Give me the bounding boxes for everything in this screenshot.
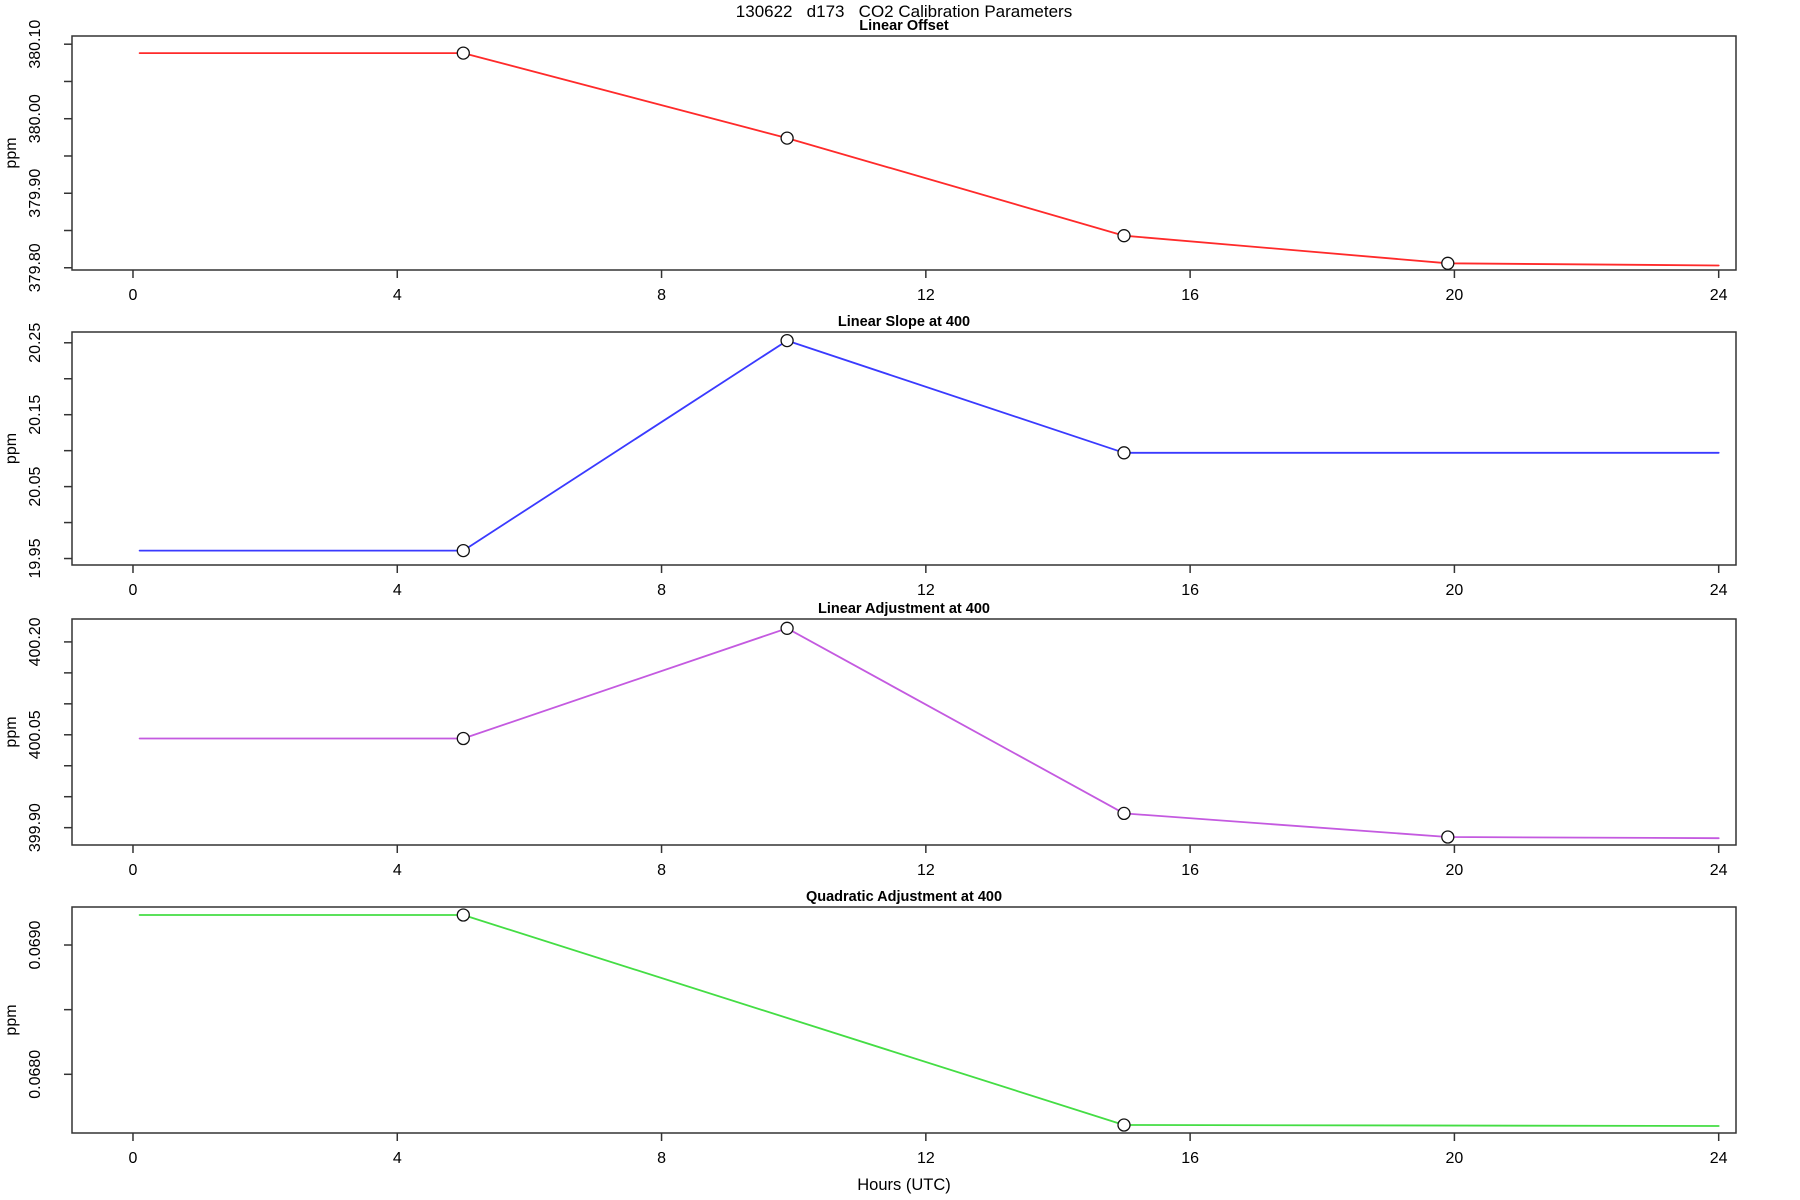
x-tick-label: 24 <box>1710 582 1728 599</box>
panel-1: Linear Offset ppm 379.80 379.90 380.00 380.10… <box>3 18 1737 304</box>
x-tick-label: 12 <box>917 582 935 599</box>
data-point <box>1117 806 1131 821</box>
x-tick-label: 8 <box>657 1150 666 1167</box>
x-tick-label: 16 <box>1181 862 1199 879</box>
x-tick-label: 12 <box>917 862 935 879</box>
x-axis-title: Hours (UTC) <box>857 1176 951 1194</box>
panel-title: Linear Slope at 400 <box>838 314 970 330</box>
x-tick-label: 16 <box>1181 287 1199 304</box>
data-point <box>1117 229 1131 243</box>
x-tick-label: 8 <box>657 287 666 304</box>
series-line <box>138 52 1720 267</box>
y-tick-label: 19.95 <box>27 538 44 578</box>
x-tick-label: 0 <box>129 287 138 304</box>
data-point <box>1441 830 1455 844</box>
y-tick-label: 380.10 <box>27 20 44 69</box>
x-tick-label: 24 <box>1710 862 1728 879</box>
panel-2: Linear Slope at 400 ppm 19.95 20.05 20.15 20.… <box>3 314 1737 599</box>
series-line <box>138 914 1720 1127</box>
x-tick-label: 12 <box>917 287 935 304</box>
x-tick-label: 4 <box>393 582 402 599</box>
x-tick-label: 8 <box>657 862 666 879</box>
y-tick-label: 0.0680 <box>27 1050 44 1099</box>
y-axis-title: ppm <box>3 716 20 747</box>
y-axis-title: ppm <box>3 433 20 464</box>
plot-box <box>71 331 1737 566</box>
panel-4: Quadratic Adjustment at 400 ppm 0.0680 0.06… <box>3 889 1737 1167</box>
plot-box <box>71 618 1737 846</box>
data-point <box>1117 446 1131 460</box>
x-tick-label: 16 <box>1181 1150 1199 1167</box>
data-point <box>456 543 470 558</box>
x-tick-label: 12 <box>917 1150 935 1167</box>
y-tick-label: 400.20 <box>27 617 44 666</box>
x-tick-label: 0 <box>129 582 138 599</box>
data-point <box>1441 256 1455 270</box>
x-tick-label: 24 <box>1710 287 1728 304</box>
y-tick-label: 400.05 <box>27 710 44 759</box>
y-tick-label: 20.15 <box>27 395 44 435</box>
series-line <box>138 339 1720 552</box>
x-tick-label: 20 <box>1446 287 1464 304</box>
data-point <box>456 46 470 60</box>
plot-box <box>71 906 1737 1134</box>
y-tick-label: 380.00 <box>27 94 44 143</box>
plot-box <box>71 35 1737 271</box>
y-tick-label: 379.80 <box>27 243 44 292</box>
series-line <box>138 627 1720 840</box>
x-tick-label: 4 <box>393 287 402 304</box>
x-tick-label: 20 <box>1446 862 1464 879</box>
data-point <box>780 621 794 635</box>
x-tick-label: 4 <box>393 862 402 879</box>
x-tick-label: 20 <box>1446 582 1464 599</box>
x-tick-label: 24 <box>1710 1150 1728 1167</box>
y-tick-label: 20.05 <box>27 466 44 506</box>
data-point <box>1117 1118 1131 1132</box>
panels-group: Linear Offset ppm 379.80 379.90 380.00 380.10… <box>3 18 1737 1167</box>
x-tick-label: 0 <box>129 862 138 879</box>
y-tick-label: 20.25 <box>27 323 44 363</box>
x-tick-label: 16 <box>1181 582 1199 599</box>
chart-main-title: 130622 d173 CO2 Calibration Parameters <box>736 2 1072 21</box>
y-tick-label: 399.90 <box>27 803 44 852</box>
panel-title: Quadratic Adjustment at 400 <box>806 889 1002 905</box>
y-axis-title: ppm <box>3 1004 20 1035</box>
x-tick-label: 0 <box>129 1150 138 1167</box>
x-tick-label: 4 <box>393 1150 402 1167</box>
data-point <box>780 333 794 348</box>
data-point <box>456 908 470 922</box>
x-tick-label: 8 <box>657 582 666 599</box>
y-tick-label: 0.0690 <box>27 920 44 969</box>
data-point <box>456 731 470 746</box>
data-point <box>780 131 794 145</box>
panel-title: Linear Adjustment at 400 <box>818 601 990 617</box>
x-tick-label: 20 <box>1446 1150 1464 1167</box>
y-tick-label: 379.90 <box>27 169 44 218</box>
y-axis-title: ppm <box>3 137 20 168</box>
panel-title: Linear Offset <box>859 18 949 34</box>
panel-3: Linear Adjustment at 400 ppm 399.90 400.05 4… <box>3 601 1737 879</box>
